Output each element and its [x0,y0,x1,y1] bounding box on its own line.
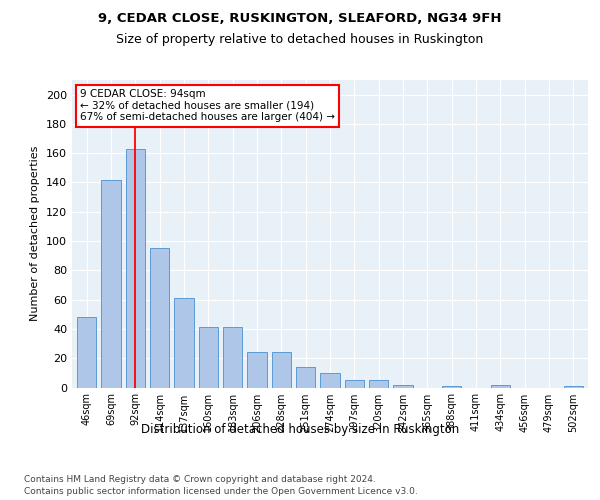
Bar [223,328,242,388]
Text: Contains public sector information licensed under the Open Government Licence v3: Contains public sector information licen… [24,488,418,496]
Bar [491,384,510,388]
Bar [272,352,291,388]
Bar [296,367,316,388]
Text: Distribution of detached houses by size in Ruskington: Distribution of detached houses by size … [141,422,459,436]
Bar [247,352,267,388]
Bar [442,386,461,388]
Bar [320,373,340,388]
Text: 9 CEDAR CLOSE: 94sqm
← 32% of detached houses are smaller (194)
67% of semi-deta: 9 CEDAR CLOSE: 94sqm ← 32% of detached h… [80,89,335,122]
Bar [77,317,97,388]
Bar [150,248,169,388]
Bar [101,180,121,388]
Text: 9, CEDAR CLOSE, RUSKINGTON, SLEAFORD, NG34 9FH: 9, CEDAR CLOSE, RUSKINGTON, SLEAFORD, NG… [98,12,502,26]
Bar [344,380,364,388]
Bar [174,298,194,388]
Text: Size of property relative to detached houses in Ruskington: Size of property relative to detached ho… [116,32,484,46]
Bar [393,384,413,388]
Bar [125,149,145,388]
Y-axis label: Number of detached properties: Number of detached properties [31,146,40,322]
Bar [369,380,388,388]
Bar [563,386,583,388]
Bar [199,328,218,388]
Text: Contains HM Land Registry data © Crown copyright and database right 2024.: Contains HM Land Registry data © Crown c… [24,475,376,484]
